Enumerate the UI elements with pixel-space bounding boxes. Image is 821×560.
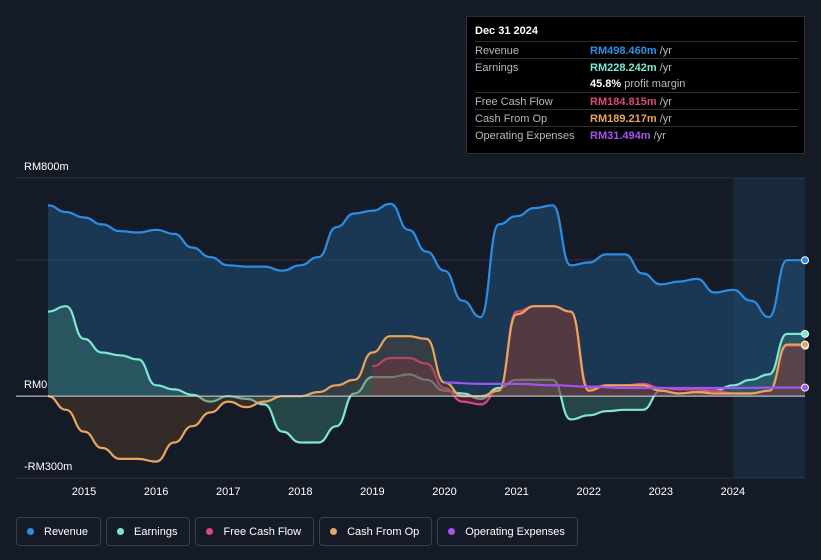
- tooltip-row-cfo: Cash From Op RM189.217m /yr: [475, 109, 798, 127]
- tooltip-value: RM228.242m /yr: [590, 62, 672, 74]
- tooltip-label: Operating Expenses: [475, 130, 575, 142]
- earnings-dot-icon: [117, 528, 125, 535]
- tooltip-date: Dec 31 2024: [475, 25, 538, 37]
- series-group: [47, 202, 809, 463]
- revenue-line: [47, 202, 805, 319]
- tooltip-value: RM184.815m /yr: [590, 96, 672, 108]
- earnings-end-point: [801, 329, 809, 338]
- operating-expenses-dot-icon: [448, 528, 456, 535]
- tooltip-label: Cash From Op: [475, 113, 548, 125]
- tooltip-value: RM498.460m /yr: [590, 45, 672, 57]
- cash-from-op-dot-icon: [330, 528, 338, 535]
- tooltip-row-opex: Operating Expenses RM31.494m /yr: [475, 126, 798, 144]
- legend-label: Cash From Op: [347, 525, 420, 538]
- tooltip-value: RM189.217m /yr: [590, 113, 672, 125]
- legend-item-earnings[interactable]: Earnings: [106, 517, 191, 546]
- x-tick-2018: 2018: [288, 486, 312, 498]
- revenue-area: [48, 203, 805, 397]
- free-cash-flow-area: [372, 306, 805, 405]
- cash-from-op-end-point: [801, 340, 809, 349]
- operating-expenses-end-point: [801, 383, 809, 392]
- legend-label: Operating Expenses: [465, 525, 565, 538]
- cash-from-op-area: [48, 306, 805, 462]
- axis-labels: RM800m RM0 -RM300m 2015 2016 2017 2018 2019 2020…: [16, 161, 805, 498]
- tooltip-row-margin: 45.8% profit margin: [475, 75, 798, 92]
- legend-label: Free Cash Flow: [223, 525, 302, 538]
- cash-from-op-line: [47, 305, 805, 463]
- tooltip-panel: Dec 31 2024 Revenue RM498.460m /yr Earni…: [466, 16, 805, 154]
- x-tick-2016: 2016: [144, 486, 168, 498]
- operating-expenses-line: [444, 381, 805, 390]
- legend-label: Earnings: [134, 525, 178, 538]
- x-tick-2015: 2015: [72, 486, 96, 498]
- earnings-area: [48, 306, 805, 443]
- legend-item-cash-from-op[interactable]: Cash From Op: [319, 517, 433, 546]
- legend-item-free-cash-flow[interactable]: Free Cash Flow: [195, 517, 315, 546]
- tooltip-value: 45.8% profit margin: [590, 78, 686, 90]
- legend: Revenue Earnings Free Cash Flow Cash Fro…: [16, 517, 583, 546]
- x-tick-2017: 2017: [216, 486, 240, 498]
- y-label-top: RM800m: [24, 161, 69, 173]
- tooltip-row-fcf: Free Cash Flow RM184.815m /yr: [475, 92, 798, 110]
- tooltip-label: Revenue: [475, 45, 520, 57]
- x-tick-2024: 2024: [721, 486, 745, 498]
- revenue-end-point: [801, 256, 809, 265]
- x-tick-2021: 2021: [504, 486, 528, 498]
- tooltip-label: Earnings: [475, 62, 519, 74]
- revenue-dot-icon: [27, 528, 34, 535]
- tooltip-row-revenue: Revenue RM498.460m /yr: [475, 41, 798, 59]
- tooltip-row-earnings: Earnings RM228.242m /yr: [475, 58, 798, 76]
- legend-label: Revenue: [44, 525, 89, 538]
- free-cash-flow-dot-icon: [206, 528, 214, 535]
- x-tick-2019: 2019: [360, 486, 384, 498]
- y-label-bottom: -RM300m: [24, 461, 72, 473]
- legend-item-revenue[interactable]: Revenue: [16, 517, 102, 546]
- y-label-zero: RM0: [24, 379, 47, 391]
- x-tick-2022: 2022: [576, 486, 600, 498]
- tooltip-value: RM31.494m /yr: [590, 130, 666, 142]
- x-tick-2023: 2023: [649, 486, 673, 498]
- legend-item-operating-expenses[interactable]: Operating Expenses: [437, 517, 578, 546]
- x-tick-2020: 2020: [432, 486, 456, 498]
- tooltip-label: Free Cash Flow: [475, 96, 553, 108]
